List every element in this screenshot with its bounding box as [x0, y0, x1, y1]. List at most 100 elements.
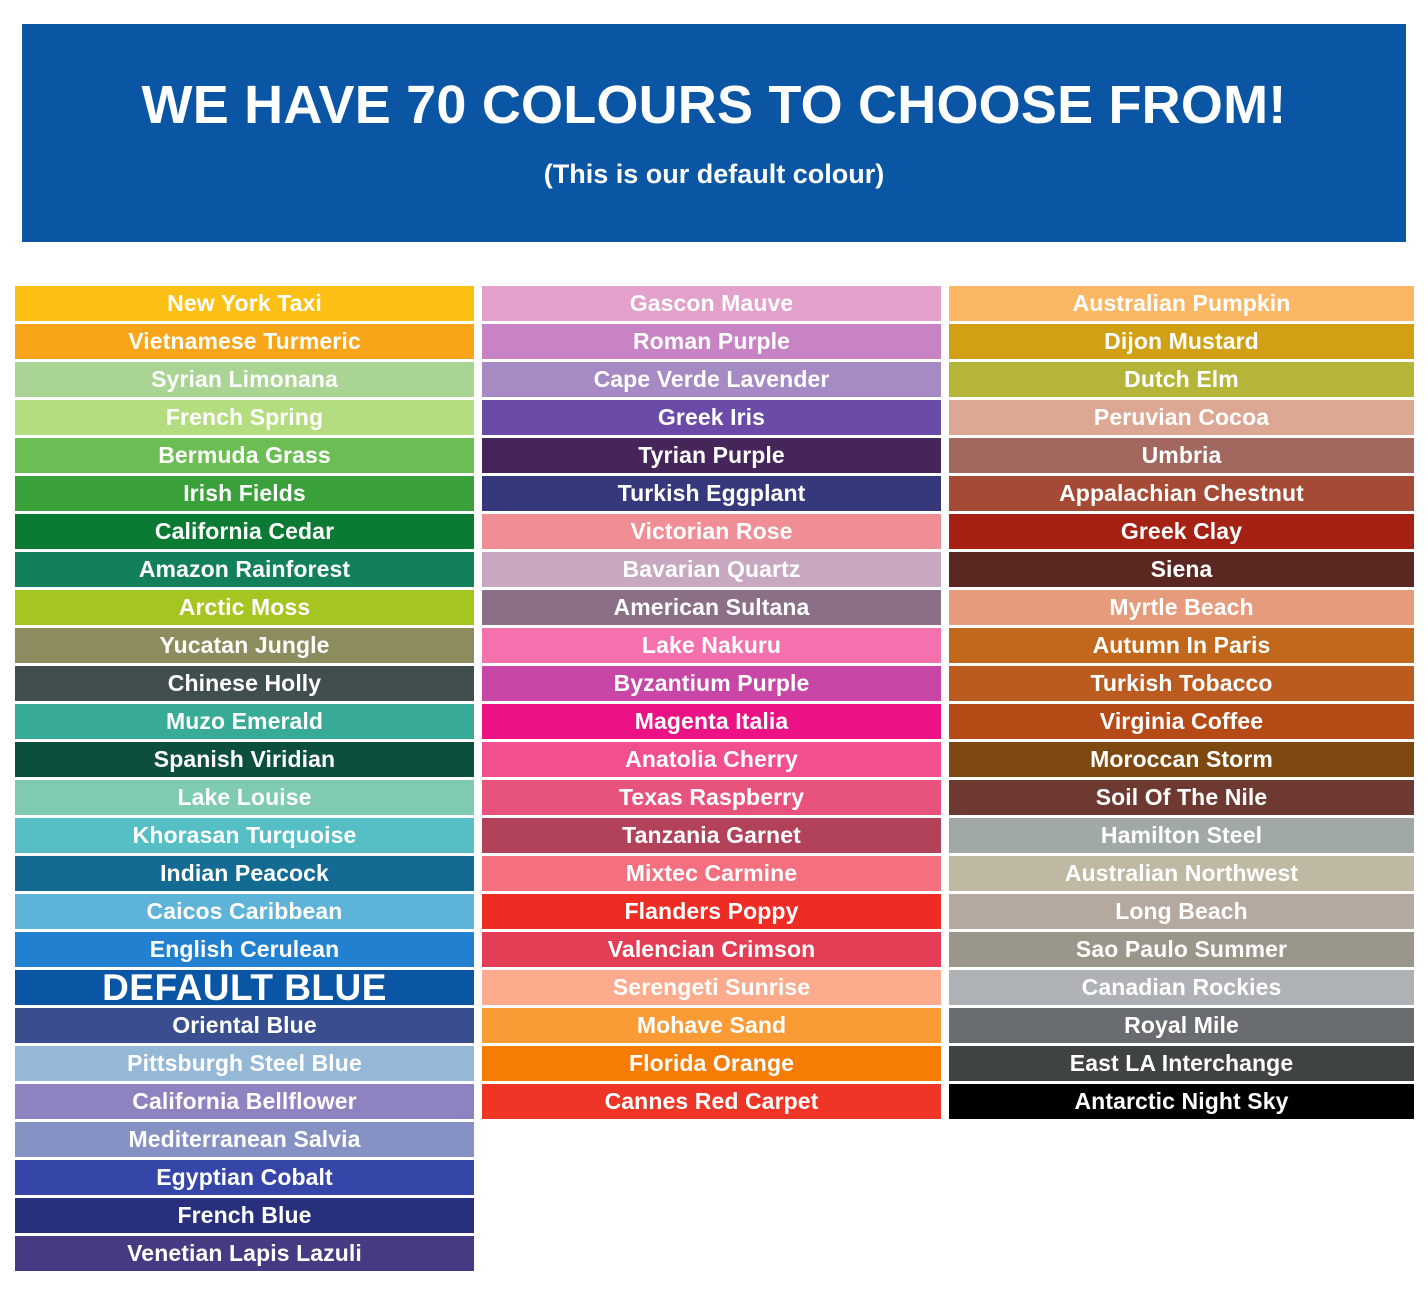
colour-swatch[interactable]: Mixtec Carmine [482, 856, 941, 891]
colour-swatch[interactable]: California Bellflower [15, 1084, 474, 1119]
colour-swatch[interactable]: Chinese Holly [15, 666, 474, 701]
colour-swatch[interactable]: Mohave Sand [482, 1008, 941, 1043]
colour-swatch[interactable]: Indian Peacock [15, 856, 474, 891]
swatch-column-2: Gascon Mauve Roman Purple Cape Verde Laven… [482, 286, 941, 1122]
colour-swatch-label: Soil Of The Nile [1095, 784, 1268, 810]
colour-swatch-label: Mediterranean Salvia [128, 1126, 361, 1152]
colour-swatch[interactable]: Spanish Viridian [15, 742, 474, 777]
colour-swatch[interactable]: English Cerulean [15, 932, 474, 967]
colour-swatch[interactable]: Myrtle Beach [949, 590, 1414, 625]
colour-swatch-label: East LA Interchange [1069, 1050, 1294, 1076]
colour-swatch[interactable]: Australian Pumpkin [949, 286, 1414, 321]
colour-swatch[interactable]: Greek Clay [949, 514, 1414, 549]
colour-swatch[interactable]: Canadian Rockies [949, 970, 1414, 1005]
colour-swatch-label: Egyptian Cobalt [156, 1164, 333, 1190]
colour-swatch[interactable]: Anatolia Cherry [482, 742, 941, 777]
colour-swatch-label: California Cedar [154, 518, 335, 544]
colour-swatch[interactable]: Amazon Rainforest [15, 552, 474, 587]
colour-swatch[interactable]: Roman Purple [482, 324, 941, 359]
colour-swatch[interactable]: Arctic Moss [15, 590, 474, 625]
colour-swatch[interactable]: Tyrian Purple [482, 438, 941, 473]
colour-swatch[interactable]: New York Taxi [15, 286, 474, 321]
colour-swatch-label: Gascon Mauve [629, 290, 794, 316]
colour-swatch-label: Turkish Eggplant [617, 480, 806, 506]
colour-swatch[interactable]: Siena [949, 552, 1414, 587]
colour-swatch[interactable]: Caicos Caribbean [15, 894, 474, 929]
colour-swatch[interactable]: Autumn In Paris [949, 628, 1414, 663]
colour-swatch[interactable]: Appalachian Chestnut [949, 476, 1414, 511]
colour-swatch-label: DEFAULT BLUE [102, 967, 387, 1008]
colour-swatch[interactable]: Bermuda Grass [15, 438, 474, 473]
colour-swatch[interactable]: Syrian Limonana [15, 362, 474, 397]
colour-swatch-label: Canadian Rockies [1081, 974, 1282, 1000]
colour-swatch[interactable]: Turkish Eggplant [482, 476, 941, 511]
swatch-column-3: Australian Pumpkin Dijon Mustard Dutch Elm… [949, 286, 1414, 1122]
colour-swatch-label: Mohave Sand [636, 1012, 787, 1038]
colour-swatch[interactable]: Serengeti Sunrise [482, 970, 941, 1005]
colour-swatch[interactable]: Lake Louise [15, 780, 474, 815]
colour-swatch[interactable]: East LA Interchange [949, 1046, 1414, 1081]
colour-swatch-label: Umbria [1141, 442, 1222, 468]
colour-swatch[interactable]: Long Beach [949, 894, 1414, 929]
colour-swatch[interactable]: Lake Nakuru [482, 628, 941, 663]
colour-swatch[interactable]: Royal Mile [949, 1008, 1414, 1043]
colour-swatch-label: Serengeti Sunrise [612, 974, 811, 1000]
colour-swatch[interactable]: California Cedar [15, 514, 474, 549]
header-banner: WE HAVE 70 COLOURS TO CHOOSE FROM! (This… [22, 24, 1406, 242]
colour-swatch[interactable]: Egyptian Cobalt [15, 1160, 474, 1195]
colour-swatch-label: Appalachian Chestnut [1059, 480, 1304, 506]
colour-swatch[interactable]: Cape Verde Lavender [482, 362, 941, 397]
colour-swatch[interactable]: Greek Iris [482, 400, 941, 435]
colour-swatch[interactable]: Victorian Rose [482, 514, 941, 549]
colour-swatch[interactable]: Australian Northwest [949, 856, 1414, 891]
colour-swatch[interactable]: Dijon Mustard [949, 324, 1414, 359]
colour-swatch-label: Tyrian Purple [638, 442, 785, 468]
colour-swatch-label: Spanish Viridian [153, 746, 336, 772]
colour-swatch-label: Bermuda Grass [158, 442, 331, 468]
colour-swatch[interactable]: Dutch Elm [949, 362, 1414, 397]
colour-swatch-label: Dijon Mustard [1104, 328, 1259, 354]
colour-swatch[interactable]: Magenta Italia [482, 704, 941, 739]
colour-swatch[interactable]: Sao Paulo Summer [949, 932, 1414, 967]
colour-swatch[interactable]: Gascon Mauve [482, 286, 941, 321]
colour-swatch[interactable]: Peruvian Cocoa [949, 400, 1414, 435]
colour-swatch-label: Roman Purple [632, 328, 791, 354]
colour-swatch[interactable]: DEFAULT BLUE [15, 967, 474, 1008]
colour-swatch-label: Magenta Italia [634, 708, 789, 734]
colour-swatch-label: Myrtle Beach [1109, 594, 1254, 620]
colour-swatch[interactable]: Venetian Lapis Lazuli [15, 1236, 474, 1271]
colour-swatch[interactable]: Moroccan Storm [949, 742, 1414, 777]
colour-swatch-label: Cape Verde Lavender [593, 366, 830, 392]
colour-swatch-label: Greek Clay [1120, 518, 1243, 544]
colour-swatch[interactable]: Cannes Red Carpet [482, 1084, 941, 1119]
colour-swatch[interactable]: Valencian Crimson [482, 932, 941, 967]
colour-swatch[interactable]: Oriental Blue [15, 1008, 474, 1043]
colour-swatch[interactable]: Antarctic Night Sky [949, 1084, 1414, 1119]
colour-swatch[interactable]: Flanders Poppy [482, 894, 941, 929]
colour-swatch[interactable]: American Sultana [482, 590, 941, 625]
colour-swatch[interactable]: Umbria [949, 438, 1414, 473]
colour-swatch[interactable]: Yucatan Jungle [15, 628, 474, 663]
colour-swatch[interactable]: Mediterranean Salvia [15, 1122, 474, 1157]
colour-swatch[interactable]: Khorasan Turquoise [15, 818, 474, 853]
colour-swatch[interactable]: Byzantium Purple [482, 666, 941, 701]
colour-swatch-label: Greek Iris [657, 404, 766, 430]
colour-swatch-label: Texas Raspberry [618, 784, 805, 810]
colour-swatch[interactable]: Hamilton Steel [949, 818, 1414, 853]
colour-swatch-label: Antarctic Night Sky [1074, 1088, 1289, 1114]
colour-swatch[interactable]: Muzo Emerald [15, 704, 474, 739]
colour-swatch[interactable]: Virginia Coffee [949, 704, 1414, 739]
colour-swatch[interactable]: Turkish Tobacco [949, 666, 1414, 701]
colour-swatch[interactable]: Florida Orange [482, 1046, 941, 1081]
colour-swatch[interactable]: Soil Of The Nile [949, 780, 1414, 815]
colour-swatch[interactable]: Pittsburgh Steel Blue [15, 1046, 474, 1081]
colour-swatch[interactable]: Tanzania Garnet [482, 818, 941, 853]
colour-swatch[interactable]: Bavarian Quartz [482, 552, 941, 587]
colour-swatch[interactable]: French Blue [15, 1198, 474, 1233]
colour-swatch[interactable]: Vietnamese Turmeric [15, 324, 474, 359]
colour-swatch[interactable]: French Spring [15, 400, 474, 435]
colour-swatch[interactable]: Irish Fields [15, 476, 474, 511]
colour-swatch-label: Lake Louise [177, 784, 312, 810]
colour-swatch[interactable]: Texas Raspberry [482, 780, 941, 815]
colour-swatch-label: Dutch Elm [1124, 366, 1239, 392]
